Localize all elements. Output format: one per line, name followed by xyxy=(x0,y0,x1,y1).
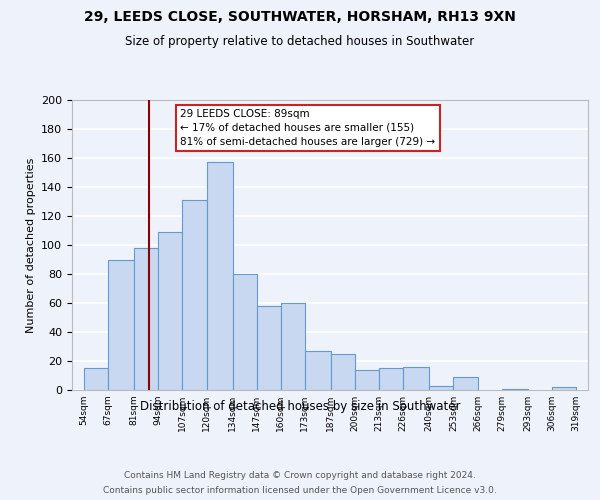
Bar xyxy=(84,368,108,390)
Bar xyxy=(403,367,430,390)
Bar xyxy=(430,386,454,390)
Bar xyxy=(158,232,182,390)
Bar xyxy=(331,354,355,390)
Bar xyxy=(355,370,379,390)
Text: Distribution of detached houses by size in Southwater: Distribution of detached houses by size … xyxy=(140,400,460,413)
Text: 29, LEEDS CLOSE, SOUTHWATER, HORSHAM, RH13 9XN: 29, LEEDS CLOSE, SOUTHWATER, HORSHAM, RH… xyxy=(84,10,516,24)
Y-axis label: Number of detached properties: Number of detached properties xyxy=(26,158,35,332)
Bar xyxy=(454,377,478,390)
Text: Contains public sector information licensed under the Open Government Licence v3: Contains public sector information licen… xyxy=(103,486,497,495)
Bar xyxy=(305,351,331,390)
Bar xyxy=(233,274,257,390)
Bar xyxy=(108,260,134,390)
Bar xyxy=(281,303,305,390)
Text: Contains HM Land Registry data © Crown copyright and database right 2024.: Contains HM Land Registry data © Crown c… xyxy=(124,471,476,480)
Bar xyxy=(134,248,158,390)
Bar xyxy=(257,306,281,390)
Bar xyxy=(379,368,403,390)
Bar xyxy=(206,162,233,390)
Bar xyxy=(502,388,527,390)
Text: Size of property relative to detached houses in Southwater: Size of property relative to detached ho… xyxy=(125,35,475,48)
Bar xyxy=(552,387,576,390)
Text: 29 LEEDS CLOSE: 89sqm
← 17% of detached houses are smaller (155)
81% of semi-det: 29 LEEDS CLOSE: 89sqm ← 17% of detached … xyxy=(181,108,436,146)
Bar xyxy=(182,200,206,390)
